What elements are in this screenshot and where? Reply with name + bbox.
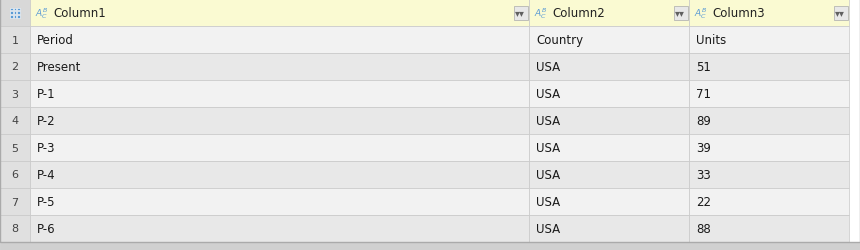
Text: Country: Country: [536, 34, 583, 47]
Bar: [0, 242, 860, 250]
Bar: [17, 16, 20, 18]
Text: 33: 33: [696, 168, 710, 181]
Text: Column1: Column1: [53, 7, 106, 20]
Text: USA: USA: [536, 114, 560, 128]
Bar: [529, 161, 689, 188]
Text: 89: 89: [696, 114, 711, 128]
Text: USA: USA: [536, 195, 560, 208]
Text: 22: 22: [696, 195, 711, 208]
Bar: [0, 0, 30, 27]
Text: 5: 5: [11, 143, 19, 153]
Bar: [10, 8, 13, 11]
Text: P-6: P-6: [37, 222, 56, 235]
Text: 39: 39: [696, 142, 711, 154]
Text: 88: 88: [696, 222, 710, 235]
Text: ▾: ▾: [679, 8, 684, 18]
Text: Column3: Column3: [712, 7, 765, 20]
Bar: [17, 8, 20, 11]
Text: ▾: ▾: [674, 8, 679, 18]
Text: $A^B_C$: $A^B_C$: [534, 6, 547, 21]
Bar: [30, 27, 529, 54]
Bar: [0, 161, 30, 188]
Text: Column2: Column2: [552, 7, 605, 20]
Bar: [0, 27, 30, 54]
Text: USA: USA: [536, 142, 560, 154]
Bar: [529, 108, 689, 134]
Text: 1: 1: [11, 35, 19, 45]
Text: USA: USA: [536, 222, 560, 235]
Bar: [30, 161, 529, 188]
Bar: [30, 188, 529, 215]
Text: USA: USA: [536, 88, 560, 101]
Bar: [30, 215, 529, 242]
Bar: [10, 16, 13, 18]
Text: ▾: ▾: [834, 8, 839, 18]
Bar: [689, 54, 849, 81]
Text: USA: USA: [536, 61, 560, 74]
Bar: [10, 12, 13, 15]
Bar: [17, 12, 20, 15]
Text: ▾: ▾: [519, 8, 524, 18]
Text: 3: 3: [11, 89, 19, 99]
Bar: [529, 134, 689, 161]
Bar: [30, 108, 529, 134]
Text: 4: 4: [11, 116, 19, 126]
Bar: [529, 188, 689, 215]
Text: 7: 7: [11, 197, 19, 207]
Bar: [674, 6, 688, 20]
Bar: [0, 54, 30, 81]
Bar: [529, 54, 689, 81]
Bar: [0, 188, 30, 215]
Bar: [689, 108, 849, 134]
Text: 51: 51: [696, 61, 711, 74]
Bar: [14, 8, 16, 11]
Bar: [689, 0, 849, 27]
Text: Units: Units: [696, 34, 726, 47]
Bar: [689, 134, 849, 161]
Bar: [689, 161, 849, 188]
Text: ▾: ▾: [838, 8, 844, 18]
Bar: [529, 81, 689, 108]
Text: Period: Period: [37, 34, 74, 47]
Text: P-2: P-2: [37, 114, 56, 128]
Text: P-1: P-1: [37, 88, 56, 101]
Text: $A^B_C$: $A^B_C$: [694, 6, 707, 21]
Bar: [689, 81, 849, 108]
Bar: [0, 134, 30, 161]
Text: 2: 2: [11, 62, 19, 72]
Bar: [14, 12, 16, 15]
Bar: [0, 108, 30, 134]
Text: USA: USA: [536, 168, 560, 181]
Text: P-5: P-5: [37, 195, 56, 208]
Text: 8: 8: [11, 224, 19, 234]
Text: P-4: P-4: [37, 168, 56, 181]
Bar: [529, 215, 689, 242]
Bar: [30, 81, 529, 108]
Bar: [514, 6, 528, 20]
Text: $A^B_C$: $A^B_C$: [35, 6, 48, 21]
Text: 71: 71: [696, 88, 711, 101]
Text: Present: Present: [37, 61, 82, 74]
Bar: [529, 0, 689, 27]
Bar: [0, 81, 30, 108]
Bar: [30, 134, 529, 161]
Bar: [0, 215, 30, 242]
Bar: [30, 54, 529, 81]
Bar: [689, 188, 849, 215]
Text: 6: 6: [11, 170, 19, 180]
Bar: [30, 0, 529, 27]
Bar: [834, 6, 848, 20]
Bar: [689, 27, 849, 54]
Bar: [689, 215, 849, 242]
Text: ▾: ▾: [514, 8, 519, 18]
Bar: [529, 27, 689, 54]
Bar: [14, 16, 16, 18]
Text: P-3: P-3: [37, 142, 56, 154]
